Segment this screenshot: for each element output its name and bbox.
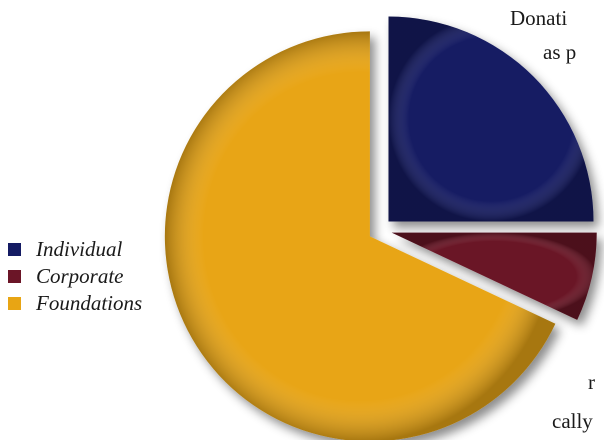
legend: Individual Corporate Foundations bbox=[8, 236, 142, 317]
pie-slice-shading-corporate bbox=[391, 232, 597, 320]
legend-label-foundations: Foundations bbox=[36, 291, 143, 315]
legend-item-individual: Individual bbox=[8, 236, 142, 263]
legend-swatch-corporate bbox=[8, 270, 21, 283]
legend-item-corporate: Corporate bbox=[8, 263, 142, 290]
body-text-fragment: as p bbox=[543, 40, 577, 64]
legend-label-individual: Individual bbox=[36, 237, 123, 261]
legend-item-foundations: Foundations bbox=[8, 290, 142, 317]
body-text-fragment: cally bbox=[552, 409, 593, 433]
legend-swatch-individual bbox=[8, 243, 21, 256]
legend-label-corporate: Corporate bbox=[36, 264, 124, 288]
pie-slice-shading-foundations bbox=[164, 31, 556, 440]
pie-slice-shading-individual bbox=[388, 16, 594, 222]
body-text-fragment: Donati bbox=[510, 6, 568, 30]
body-text-fragment: r bbox=[588, 370, 595, 394]
legend-swatch-foundations bbox=[8, 297, 21, 310]
